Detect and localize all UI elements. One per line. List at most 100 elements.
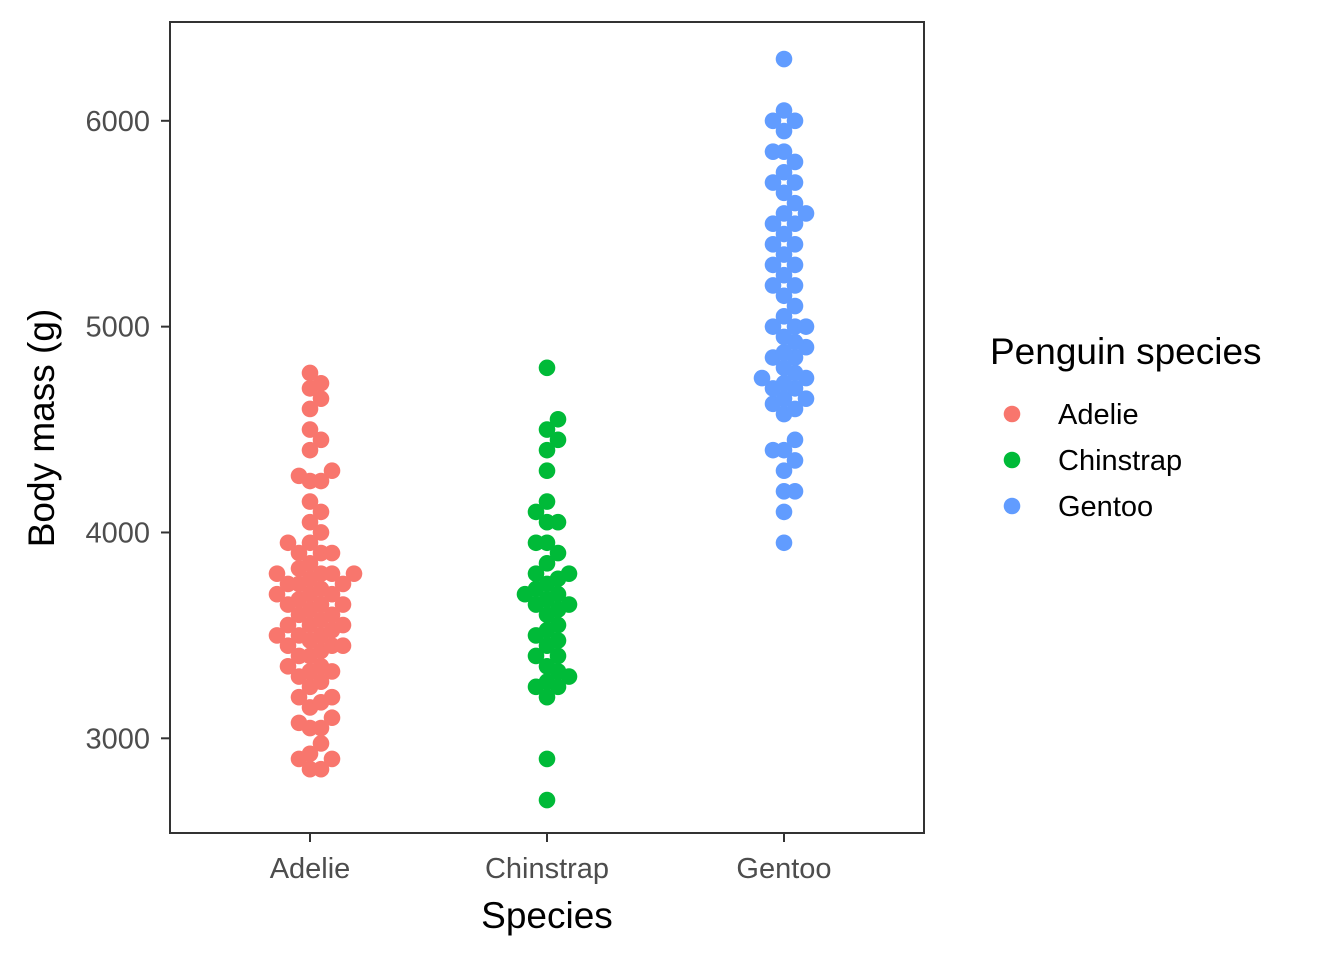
point-gentoo bbox=[797, 390, 815, 407]
point-chinstrap bbox=[549, 647, 567, 665]
point-adelie bbox=[301, 441, 319, 459]
point-adelie bbox=[279, 534, 297, 552]
point-adelie bbox=[301, 493, 319, 510]
point-gentoo bbox=[786, 215, 804, 233]
point-adelie bbox=[312, 673, 330, 691]
x-tick-label: Chinstrap bbox=[485, 853, 609, 885]
point-chinstrap bbox=[549, 616, 567, 634]
y-tick-label: 6000 bbox=[85, 106, 150, 138]
point-chinstrap bbox=[538, 462, 556, 480]
point-adelie bbox=[279, 616, 297, 634]
point-gentoo bbox=[775, 246, 793, 263]
y-tick-label: 5000 bbox=[85, 312, 150, 344]
point-gentoo bbox=[764, 174, 782, 191]
point-gentoo bbox=[786, 297, 804, 315]
point-adelie bbox=[312, 374, 330, 392]
point-gentoo bbox=[764, 112, 782, 130]
point-adelie bbox=[279, 657, 297, 675]
point-adelie bbox=[312, 431, 330, 449]
point-gentoo bbox=[786, 256, 804, 274]
point-gentoo bbox=[764, 318, 782, 335]
point-adelie bbox=[323, 462, 341, 480]
point-adelie bbox=[290, 647, 308, 665]
point-chinstrap bbox=[527, 503, 545, 521]
legend: Penguin species Adelie Chinstrap Gentoo bbox=[990, 331, 1262, 523]
point-chinstrap bbox=[538, 673, 556, 691]
y-axis-title: Body mass (g) bbox=[21, 309, 62, 548]
point-gentoo bbox=[775, 266, 793, 284]
point-gentoo bbox=[764, 277, 782, 294]
point-adelie bbox=[290, 467, 308, 485]
point-gentoo bbox=[775, 344, 793, 361]
point-chinstrap bbox=[527, 647, 545, 665]
point-adelie bbox=[301, 400, 319, 418]
point-gentoo bbox=[786, 400, 804, 418]
point-adelie bbox=[301, 364, 319, 382]
point-adelie bbox=[301, 513, 319, 531]
point-chinstrap bbox=[549, 513, 567, 531]
point-gentoo bbox=[775, 390, 793, 407]
point-chinstrap bbox=[538, 791, 556, 809]
point-gentoo bbox=[764, 215, 782, 233]
point-gentoo bbox=[764, 143, 782, 160]
point-gentoo bbox=[797, 205, 815, 222]
point-gentoo bbox=[775, 359, 793, 377]
point-chinstrap bbox=[549, 410, 567, 428]
point-adelie bbox=[312, 580, 330, 598]
point-gentoo bbox=[775, 308, 793, 325]
point-adelie bbox=[301, 555, 319, 572]
point-adelie bbox=[268, 585, 286, 603]
point-chinstrap bbox=[538, 688, 556, 706]
point-gentoo bbox=[775, 225, 793, 243]
point-gentoo bbox=[786, 431, 804, 449]
point-adelie bbox=[323, 688, 341, 706]
point-chinstrap bbox=[549, 585, 567, 603]
point-gentoo bbox=[786, 277, 804, 294]
point-adelie bbox=[312, 390, 330, 407]
point-gentoo bbox=[786, 153, 804, 171]
legend-label-adelie: Adelie bbox=[1058, 399, 1139, 431]
point-gentoo bbox=[775, 287, 793, 305]
point-gentoo bbox=[786, 174, 804, 191]
point-adelie bbox=[312, 524, 330, 541]
point-adelie bbox=[290, 627, 308, 644]
point-adelie bbox=[301, 534, 319, 552]
point-adelie bbox=[279, 575, 297, 593]
legend-title: Penguin species bbox=[990, 331, 1262, 372]
point-adelie bbox=[323, 544, 341, 562]
point-gentoo bbox=[786, 194, 804, 212]
point-gentoo bbox=[764, 256, 782, 274]
point-gentoo bbox=[775, 534, 793, 552]
point-gentoo bbox=[753, 369, 771, 387]
point-adelie bbox=[312, 503, 330, 521]
point-adelie bbox=[323, 565, 341, 582]
point-adelie bbox=[334, 596, 352, 613]
point-chinstrap bbox=[549, 431, 567, 449]
y-tick-label: 3000 bbox=[85, 723, 150, 755]
x-axis-title: Species bbox=[481, 895, 613, 936]
legend-key-adelie bbox=[1003, 405, 1021, 423]
point-adelie bbox=[345, 565, 363, 582]
point-adelie bbox=[279, 637, 297, 654]
point-adelie bbox=[290, 688, 308, 706]
point-chinstrap bbox=[538, 421, 556, 438]
y-tick-label: 4000 bbox=[85, 517, 150, 549]
point-gentoo bbox=[775, 122, 793, 140]
point-adelie bbox=[268, 565, 286, 582]
point-chinstrap bbox=[538, 555, 556, 572]
point-adelie bbox=[312, 657, 330, 675]
point-adelie bbox=[301, 421, 319, 438]
point-chinstrap bbox=[538, 359, 556, 377]
legend-key-chinstrap bbox=[1003, 451, 1021, 469]
point-gentoo bbox=[775, 462, 793, 480]
point-gentoo bbox=[764, 236, 782, 253]
point-chinstrap bbox=[538, 441, 556, 459]
point-gentoo bbox=[775, 374, 793, 392]
x-tick-label: Gentoo bbox=[736, 853, 831, 885]
point-adelie bbox=[312, 735, 330, 752]
point-adelie bbox=[323, 606, 341, 624]
point-gentoo bbox=[775, 328, 793, 346]
point-gentoo bbox=[775, 102, 793, 119]
point-chinstrap bbox=[538, 657, 556, 675]
